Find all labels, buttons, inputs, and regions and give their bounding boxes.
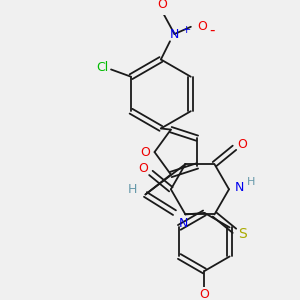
Text: O: O — [139, 162, 148, 175]
Text: O: O — [197, 20, 207, 33]
Text: S: S — [238, 227, 247, 242]
Text: O: O — [157, 0, 167, 11]
Text: -: - — [209, 23, 214, 38]
Text: +: + — [182, 26, 191, 35]
Text: O: O — [200, 288, 209, 300]
Text: O: O — [237, 138, 247, 151]
Text: H: H — [128, 183, 137, 196]
Text: H: H — [247, 177, 255, 187]
Text: N: N — [235, 181, 244, 194]
Text: N: N — [170, 28, 179, 40]
Text: O: O — [140, 146, 150, 159]
Text: N: N — [179, 217, 188, 230]
Text: Cl: Cl — [96, 61, 108, 74]
